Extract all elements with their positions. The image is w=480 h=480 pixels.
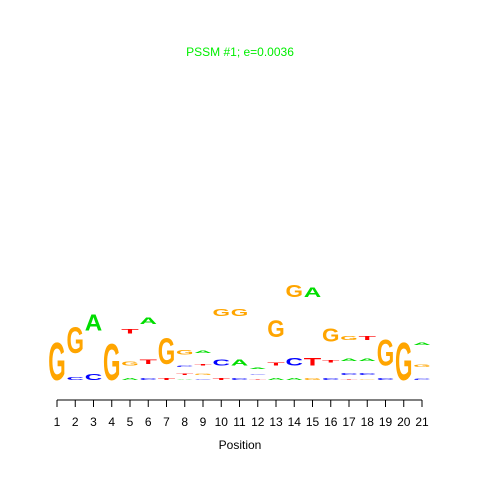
- logo-letter: T: [121, 328, 139, 335]
- logo-letter: C: [213, 358, 230, 367]
- logo-letter: A: [286, 378, 303, 381]
- logo-letter: C: [194, 379, 211, 380]
- logo-letter: G: [340, 335, 357, 341]
- logo-letter: G: [158, 331, 175, 372]
- logo-letter: G: [213, 306, 230, 318]
- x-tick-label: 3: [90, 415, 97, 429]
- logo-letter: A: [413, 342, 431, 346]
- logo-letter: C: [359, 373, 376, 376]
- logo-letter: C: [176, 365, 193, 367]
- x-tick-label: 9: [200, 415, 207, 429]
- logo-letter: T: [158, 378, 176, 381]
- logo-letter: C: [377, 378, 394, 381]
- logo-letter: A: [267, 378, 284, 381]
- logo-letter: G: [286, 282, 303, 301]
- logo-letter: T: [140, 358, 158, 365]
- logo-letter: A: [304, 285, 321, 300]
- logo-letter: G: [121, 361, 138, 367]
- logo-letter: G: [395, 332, 412, 392]
- logo-letter: T: [359, 335, 377, 341]
- logo-letter: T: [194, 364, 212, 366]
- logo-letter: A: [249, 367, 266, 369]
- logo-letter: T: [176, 374, 194, 375]
- x-tick-label: 17: [342, 415, 356, 429]
- logo-letter: C: [140, 378, 157, 381]
- x-tick-label: 16: [324, 415, 338, 429]
- logo-letter: A: [121, 378, 138, 381]
- logo-letter: A: [194, 349, 212, 353]
- logo-letter: G: [67, 319, 84, 361]
- x-tick-label: 20: [397, 415, 411, 429]
- logo-letter: G: [48, 332, 65, 392]
- logo-letter: G: [304, 378, 321, 381]
- x-tick-label: 7: [163, 415, 170, 429]
- logo-letter: G: [176, 348, 193, 356]
- logo-letter: G: [231, 306, 248, 318]
- x-tick-label: 5: [127, 415, 134, 429]
- x-tick-label: 10: [215, 415, 229, 429]
- logo-letter: A: [340, 358, 358, 362]
- x-tick-label: 13: [269, 415, 283, 429]
- logo-letter: C: [286, 356, 304, 369]
- x-tick-label: 14: [288, 415, 302, 429]
- x-tick-label: 18: [361, 415, 375, 429]
- logo-letter: C: [340, 373, 357, 376]
- logo-letter: G: [359, 379, 376, 380]
- x-tick-label: 4: [108, 415, 115, 429]
- logo-letter: C: [249, 374, 266, 375]
- logo-letter: T: [249, 379, 267, 380]
- logo-letter: A: [140, 316, 157, 326]
- logo-letter: G: [267, 315, 284, 342]
- logo-letter: G: [413, 364, 430, 368]
- x-tick-label: 8: [181, 415, 188, 429]
- logo-letter: A: [176, 379, 193, 380]
- logo-letter: G: [194, 374, 211, 376]
- x-tick-label: 6: [145, 415, 152, 429]
- logo-letter: G: [322, 325, 339, 346]
- logo-letter: C: [322, 377, 339, 380]
- x-axis-label: Position: [219, 438, 262, 452]
- x-tick-label: 19: [379, 415, 393, 429]
- logo-letter: C: [67, 376, 85, 381]
- x-tick-label: 11: [233, 415, 246, 429]
- x-tick-label: 2: [72, 415, 79, 429]
- x-tick-label: 1: [54, 415, 61, 429]
- x-tick-label: 12: [251, 415, 265, 429]
- x-tick-label: 21: [415, 415, 429, 429]
- logo-letter: C: [413, 378, 430, 380]
- chart-title: PSSM #1; e=0.0036: [186, 45, 294, 59]
- x-tick-label: 15: [306, 415, 320, 429]
- logo-letter: G: [103, 333, 120, 391]
- logo-letter: C: [85, 373, 102, 382]
- logo-letter: T: [322, 360, 340, 364]
- logo-letter: G: [377, 333, 394, 374]
- logo-letter: A: [231, 358, 248, 367]
- logo-letter: T: [213, 378, 231, 381]
- logo-letter: T: [267, 361, 285, 366]
- logo-letter: A: [359, 358, 377, 362]
- logo-letter: A: [85, 310, 102, 335]
- logo-letter: T: [340, 379, 358, 380]
- logo-letter: T: [304, 355, 322, 368]
- logo-letter: C: [231, 378, 248, 381]
